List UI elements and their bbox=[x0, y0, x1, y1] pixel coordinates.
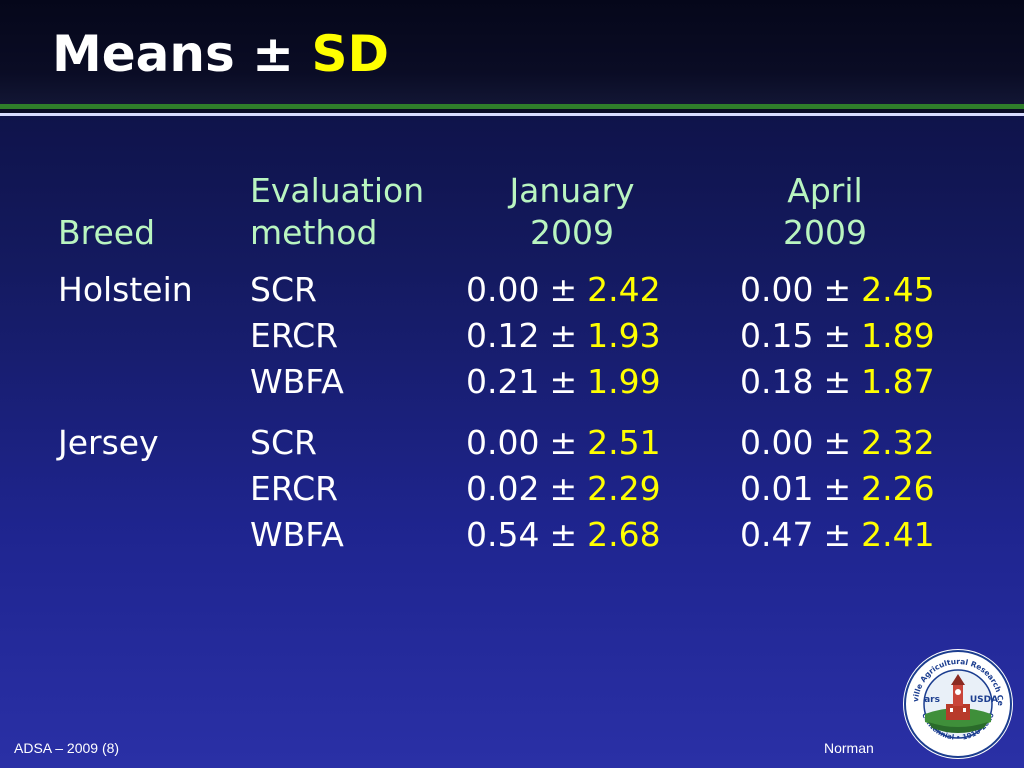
header-january-line2: 2009 bbox=[530, 213, 614, 252]
title-bar bbox=[0, 0, 1024, 104]
sd-value: 2.68 bbox=[587, 515, 661, 554]
april-value: 0.01 ±2.26 bbox=[740, 466, 935, 512]
breed-label: Holstein bbox=[58, 270, 193, 309]
breed-label: Jersey bbox=[58, 423, 159, 462]
april-value: 0.00 ±2.45 bbox=[740, 267, 935, 313]
plus-minus-symbol: ± bbox=[549, 270, 578, 309]
method-label: WBFA bbox=[250, 515, 344, 554]
mean-value: 0.12 bbox=[466, 316, 540, 355]
january-value: 0.00 ±2.51 bbox=[466, 420, 661, 466]
sd-value: 1.87 bbox=[861, 362, 935, 401]
plus-minus-symbol: ± bbox=[823, 362, 852, 401]
title-rule-green bbox=[0, 104, 1024, 109]
mean-value: 0.18 bbox=[740, 362, 814, 401]
january-value: 0.12 ±1.93 bbox=[466, 313, 661, 359]
mean-value: 0.00 bbox=[740, 423, 814, 462]
logo-usda-mark: USDA bbox=[970, 695, 998, 705]
mean-value: 0.47 bbox=[740, 515, 814, 554]
plus-minus-symbol: ± bbox=[823, 423, 852, 462]
plus-minus-symbol: ± bbox=[823, 515, 852, 554]
plus-minus-symbol: ± bbox=[549, 423, 578, 462]
method-label: SCR bbox=[250, 423, 317, 462]
april-value: 0.00 ±2.32 bbox=[740, 420, 935, 466]
method-label: ERCR bbox=[250, 316, 339, 355]
header-method-line2: method bbox=[250, 213, 378, 252]
header-april-line1: April bbox=[787, 171, 863, 210]
sd-value: 2.32 bbox=[861, 423, 935, 462]
mean-value: 0.00 bbox=[466, 270, 540, 309]
plus-minus-symbol: ± bbox=[823, 316, 852, 355]
sd-value: 2.51 bbox=[587, 423, 661, 462]
january-value: 0.00 ±2.42 bbox=[466, 267, 661, 313]
plus-minus-symbol: ± bbox=[549, 316, 578, 355]
plus-minus-symbol: ± bbox=[549, 515, 578, 554]
sd-value: 2.45 bbox=[861, 270, 935, 309]
mean-value: 0.21 bbox=[466, 362, 540, 401]
footer-left: ADSA – 2009 (8) bbox=[14, 740, 120, 756]
sd-value: 2.42 bbox=[587, 270, 661, 309]
plus-minus-symbol: ± bbox=[549, 469, 578, 508]
sd-value: 1.99 bbox=[587, 362, 661, 401]
sd-value: 2.26 bbox=[861, 469, 935, 508]
header-breed: Breed bbox=[58, 213, 156, 252]
april-value: 0.18 ±1.87 bbox=[740, 359, 935, 405]
january-value: 0.54 ±2.68 bbox=[466, 512, 661, 558]
header-january-line1: January bbox=[509, 171, 635, 210]
plus-minus-symbol: ± bbox=[823, 469, 852, 508]
april-value: 0.47 ±2.41 bbox=[740, 512, 935, 558]
header-method-line1: Evaluation bbox=[250, 171, 425, 210]
plus-minus-symbol: ± bbox=[823, 270, 852, 309]
january-value: 0.21 ±1.99 bbox=[466, 359, 661, 405]
january-value: 0.02 ±2.29 bbox=[466, 466, 661, 512]
mean-value: 0.00 bbox=[740, 270, 814, 309]
mean-value: 0.15 bbox=[740, 316, 814, 355]
barc-centennial-logo: Beltsville Agricultural Research Center … bbox=[902, 648, 1013, 759]
april-value: 0.15 ±1.89 bbox=[740, 313, 935, 359]
mean-value: 0.02 bbox=[466, 469, 540, 508]
method-label: WBFA bbox=[250, 362, 344, 401]
mean-value: 0.54 bbox=[466, 515, 540, 554]
sd-value: 2.29 bbox=[587, 469, 661, 508]
sd-value: 1.89 bbox=[861, 316, 935, 355]
title-main: Means ± bbox=[52, 25, 312, 83]
mean-value: 0.01 bbox=[740, 469, 814, 508]
title-rule-dark bbox=[0, 109, 1024, 113]
sd-value: 2.41 bbox=[861, 515, 935, 554]
method-label: ERCR bbox=[250, 469, 339, 508]
title-rule-white bbox=[0, 113, 1024, 116]
title-highlight: SD bbox=[311, 25, 389, 83]
plus-minus-symbol: ± bbox=[549, 362, 578, 401]
header-april-line2: 2009 bbox=[783, 213, 867, 252]
method-label: SCR bbox=[250, 270, 317, 309]
slide-title: Means ± SD bbox=[52, 22, 389, 86]
sd-value: 1.93 bbox=[587, 316, 661, 355]
mean-value: 0.00 bbox=[466, 423, 540, 462]
logo-ars-mark: ars bbox=[924, 695, 940, 705]
footer-right: Norman bbox=[824, 740, 874, 756]
